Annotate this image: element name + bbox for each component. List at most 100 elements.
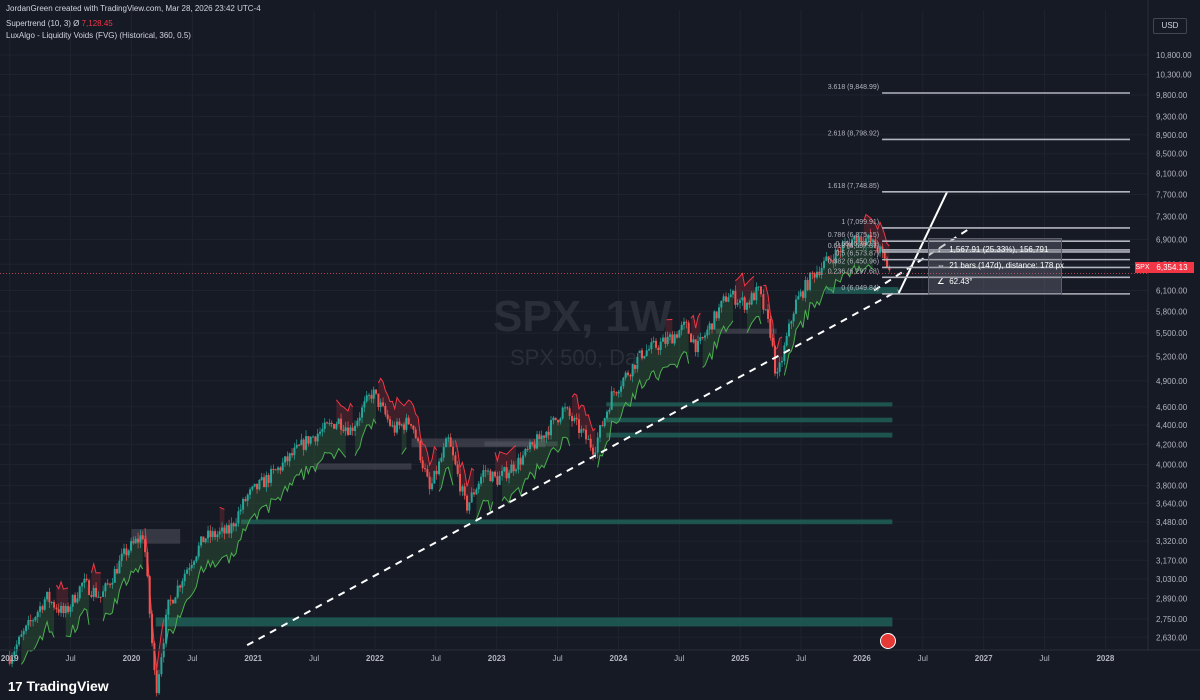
supertrend-up-fill bbox=[502, 407, 570, 503]
supertrend-up-line bbox=[65, 607, 90, 638]
candle-body bbox=[274, 469, 277, 471]
candle-body bbox=[139, 535, 142, 543]
candle-body bbox=[473, 492, 476, 495]
symbol-tag: SPX bbox=[1135, 262, 1150, 273]
supertrend-down-fill bbox=[863, 214, 890, 271]
candle-body bbox=[650, 342, 653, 350]
candle-body bbox=[60, 605, 63, 613]
candle-body bbox=[739, 300, 742, 303]
candle-body bbox=[340, 418, 343, 430]
candle-body bbox=[673, 334, 676, 344]
candle-body bbox=[307, 436, 310, 444]
price-tick-label: 8,100.00 bbox=[1156, 170, 1188, 179]
us-flag-icon[interactable] bbox=[880, 633, 896, 649]
candle-body bbox=[655, 340, 658, 348]
candle-body bbox=[144, 539, 147, 553]
candle-body bbox=[186, 569, 189, 574]
fvg-bull-zone bbox=[606, 417, 893, 423]
candle-body bbox=[508, 472, 511, 479]
candle-body bbox=[846, 242, 849, 244]
price-tick-label: 4,200.00 bbox=[1156, 440, 1188, 449]
candle-body bbox=[386, 414, 389, 420]
candle-body bbox=[606, 411, 609, 419]
candle-body bbox=[235, 523, 238, 527]
candle-body bbox=[575, 417, 578, 420]
supertrend-down-line bbox=[454, 440, 475, 487]
candle-body bbox=[627, 372, 630, 376]
candle-body bbox=[41, 606, 44, 610]
candle-body bbox=[755, 286, 758, 301]
candle-body bbox=[636, 357, 639, 369]
candle-body bbox=[211, 531, 214, 537]
candle-body bbox=[802, 291, 805, 298]
fvg-legend[interactable]: LuxAlgo - Liquidity Voids (FVG) (Histori… bbox=[6, 31, 191, 40]
fibonacci-levels[interactable]: 3.618 (9,848.99) 2.618 (8,798.92) 1.618 (7… bbox=[828, 84, 1130, 295]
candle-body bbox=[573, 417, 576, 422]
candle-body bbox=[748, 302, 751, 305]
time-axis[interactable]: 2019 Jul 2020 Jul 2021 Jul 2022 Jul 2023 Jul 2024 J… bbox=[0, 649, 1200, 663]
tv-logo-icon: 17 bbox=[8, 679, 23, 694]
candle-body bbox=[638, 350, 641, 358]
candle-body bbox=[711, 323, 714, 330]
candle-body bbox=[391, 425, 394, 427]
candle-body bbox=[412, 425, 415, 430]
candle-body bbox=[746, 302, 749, 310]
candle-body bbox=[475, 489, 478, 495]
supertrend-up-fill bbox=[439, 437, 454, 492]
price-tick-label: 4,400.00 bbox=[1156, 421, 1188, 430]
candle-body bbox=[634, 363, 637, 369]
candle-body bbox=[669, 334, 672, 337]
supertrend-down-line bbox=[863, 213, 890, 247]
candle-body bbox=[85, 578, 88, 581]
candle-body bbox=[491, 471, 494, 482]
candle-body bbox=[190, 564, 193, 568]
height-icon: ↕ bbox=[937, 245, 941, 254]
candle-body bbox=[850, 239, 853, 247]
candle-body bbox=[158, 674, 161, 694]
supertrend-down-line bbox=[55, 580, 69, 590]
candle-body bbox=[167, 599, 170, 615]
supertrend-down-line bbox=[219, 506, 225, 510]
candle-body bbox=[848, 243, 851, 247]
tradingview-logo[interactable]: 17 TradingView bbox=[8, 678, 109, 694]
currency-button[interactable]: USD bbox=[1153, 18, 1187, 34]
candle-body bbox=[106, 583, 109, 585]
supertrend-up-line bbox=[438, 466, 454, 492]
fvg-bear-zone bbox=[314, 463, 412, 470]
candle-body bbox=[36, 611, 39, 618]
price-axis[interactable]: 10,800.00 10,300.00 9,800.00 9,300.00 8,900.… bbox=[1147, 0, 1192, 650]
candle-body bbox=[692, 339, 695, 343]
candle-body bbox=[760, 286, 763, 295]
candle-body bbox=[277, 467, 280, 470]
candle-body bbox=[662, 337, 665, 342]
price-tick-label: 6,100.00 bbox=[1156, 286, 1188, 295]
candle-body bbox=[641, 350, 644, 359]
candle-body bbox=[888, 267, 891, 271]
candle-body bbox=[116, 568, 119, 574]
candle-body bbox=[127, 550, 130, 556]
candle-body bbox=[869, 234, 872, 243]
candle-body bbox=[295, 444, 298, 448]
supertrend-up-line bbox=[20, 619, 55, 665]
candle-body bbox=[25, 625, 28, 632]
candle-body bbox=[81, 582, 84, 587]
candle-body bbox=[645, 350, 648, 356]
candle-body bbox=[312, 436, 315, 438]
candle-body bbox=[32, 620, 35, 622]
candle-body bbox=[202, 536, 205, 543]
candle-body bbox=[34, 617, 37, 621]
supertrend-legend[interactable]: Supertrend (10, 3) Ø 7,128.45 bbox=[6, 19, 113, 28]
price-tick-label: 2,630.00 bbox=[1156, 633, 1188, 642]
candle-body bbox=[599, 425, 602, 438]
candle-body bbox=[137, 538, 140, 543]
time-tick-label: Jul bbox=[918, 654, 928, 663]
candle-body bbox=[195, 556, 198, 562]
candle-body bbox=[155, 670, 158, 694]
candle-body bbox=[519, 457, 522, 465]
candle-body bbox=[57, 609, 60, 613]
candle-body bbox=[536, 434, 539, 449]
candle-body bbox=[713, 311, 716, 330]
price-tick-label: 3,030.00 bbox=[1156, 575, 1188, 584]
price-tick-label: 4,000.00 bbox=[1156, 460, 1188, 469]
